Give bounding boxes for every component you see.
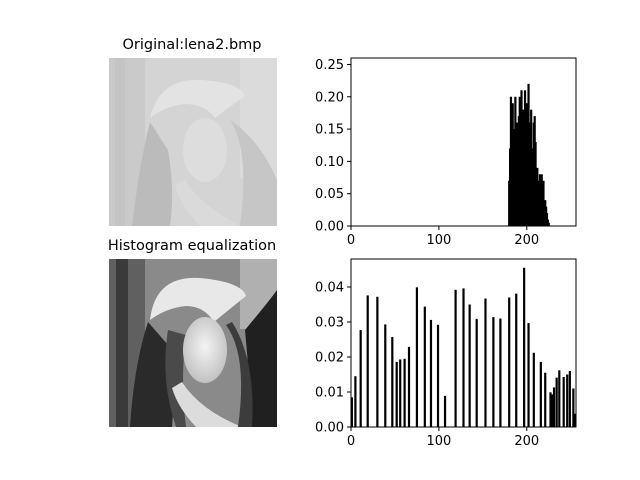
histogram-bar <box>475 318 478 427</box>
histogram-bar <box>354 376 357 427</box>
histogram-bar <box>492 317 495 427</box>
histogram-bar <box>527 323 530 427</box>
original-image <box>109 58 277 226</box>
plot-frame <box>350 57 577 227</box>
histogram-bar <box>468 304 471 427</box>
x-tick-label: 0 <box>347 434 355 449</box>
histogram-bar <box>443 395 447 427</box>
histogram-bar <box>391 337 394 427</box>
y-tick-label: 0.25 <box>315 58 344 73</box>
y-tick-label: 0.15 <box>315 123 344 138</box>
histogram-bar <box>562 376 565 427</box>
histogram-bar <box>429 319 433 427</box>
histogram-bar <box>515 293 518 427</box>
histogram-bar <box>359 330 362 427</box>
histogram-bar <box>552 387 556 427</box>
histogram-bar <box>574 413 577 427</box>
histogram-bar <box>558 370 561 427</box>
histogram-bar <box>407 346 411 427</box>
histogram-bar <box>566 374 569 427</box>
histogram-bar <box>454 289 457 427</box>
histogram-bar <box>462 288 465 427</box>
histogram-bar <box>366 295 369 427</box>
histogram-bar <box>555 377 558 427</box>
histogram-bar <box>546 219 549 226</box>
y-tick-label: 0.00 <box>315 421 344 436</box>
plot-frame <box>350 258 577 428</box>
histogram-bar <box>539 361 542 427</box>
y-tick-label: 0.03 <box>315 316 344 331</box>
histogram-bar <box>403 358 406 427</box>
x-tick-label: 200 <box>514 434 539 449</box>
histogram-bar <box>395 361 398 427</box>
y-tick-label: 0.04 <box>315 281 344 296</box>
equalized-histogram-plot: 0 100 200 0.00 0.01 0.02 0.03 0.04 <box>315 258 577 449</box>
histogram-bar <box>423 306 426 427</box>
histogram-bar <box>384 324 387 427</box>
y-tick-label: 0.20 <box>315 90 344 105</box>
histogram-bar <box>376 296 379 427</box>
histogram-bar <box>547 222 550 226</box>
histogram-bar <box>415 287 419 427</box>
y-tick-label: 0.01 <box>315 386 344 401</box>
histogram-bar <box>542 180 545 226</box>
original-image-title: Original:lena2.bmp <box>122 37 261 53</box>
histogram-bar <box>350 397 353 427</box>
histogram-bar <box>399 359 402 427</box>
histogram-bar <box>532 352 535 427</box>
equalized-image-title: Histogram equalization <box>108 238 276 254</box>
x-tick-label: 200 <box>514 233 539 248</box>
histogram-bar <box>572 388 575 427</box>
histogram-bar <box>499 318 502 427</box>
original-histogram-plot: 0 100 200 0.00 0.05 0.10 0.15 0.20 0.25 <box>315 57 577 248</box>
histogram-bar <box>549 392 552 427</box>
histogram-bar <box>551 394 554 427</box>
histogram-bar <box>508 297 511 427</box>
x-tick-label: 0 <box>347 233 355 248</box>
histogram-bar <box>523 267 526 427</box>
x-tick-label: 100 <box>426 434 451 449</box>
y-tick-label: 0.02 <box>315 351 344 366</box>
histogram-bar <box>568 371 571 427</box>
equalized-image <box>109 259 277 427</box>
y-tick-label: 0.05 <box>315 187 344 202</box>
histogram-bar <box>436 324 440 427</box>
y-tick-label: 0.10 <box>315 155 344 170</box>
histogram-bar <box>484 298 487 427</box>
histogram-bar <box>544 372 547 427</box>
x-tick-label: 100 <box>426 233 451 248</box>
y-tick-label: 0.00 <box>315 220 344 235</box>
